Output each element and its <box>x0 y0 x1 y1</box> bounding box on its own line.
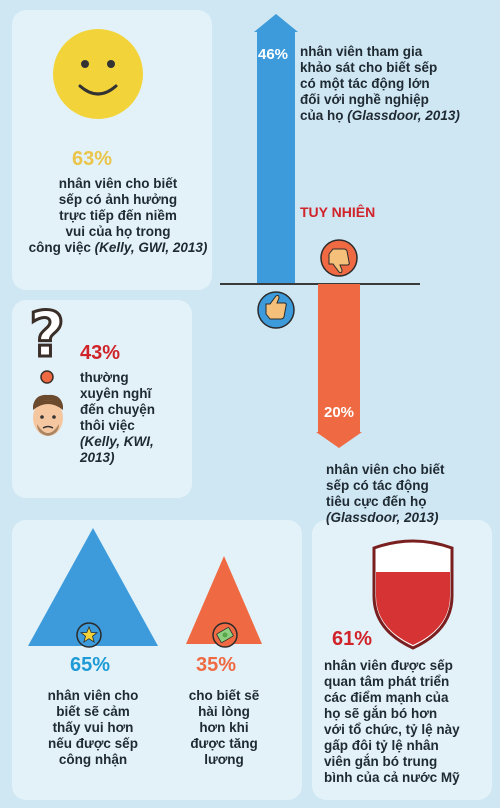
recognition-line: thấy vui hơn <box>52 720 134 735</box>
orange-triangle <box>186 556 262 644</box>
question-dot-icon <box>40 370 54 384</box>
impact-line: khảo sát cho biết sếp <box>300 60 438 75</box>
development-line: gấp đôi tỷ lệ nhân <box>324 738 439 753</box>
blue-arrow-bar <box>257 32 295 284</box>
blue-arrow-head <box>254 14 298 32</box>
negative-text: nhân viên cho biết sếp có tác động tiêu … <box>326 462 496 526</box>
money-icon <box>212 622 238 648</box>
development-line: bình của cả nước Mỹ <box>324 770 460 785</box>
impact-percent: 46% <box>258 46 289 63</box>
development-line: họ sẽ gắn bó hơn <box>324 706 438 721</box>
impact-line: đối với nghề nghiệp <box>300 92 429 107</box>
negative-percent: 20% <box>324 404 355 421</box>
bottom-left-panel <box>12 520 302 800</box>
development-line: các điểm mạnh của <box>324 690 449 705</box>
negative-source: (Glassdoor, 2013) <box>326 510 439 525</box>
development-line: quan tâm phát triển <box>324 674 450 689</box>
however-label: TUY NHIÊN <box>300 204 376 220</box>
raise-line: hài lòng <box>198 704 250 719</box>
raise-line: cho biết sẽ <box>188 688 260 703</box>
happy-source: (Kelly, GWI, 2013) <box>94 240 208 255</box>
negative-line: nhân viên cho biết <box>326 462 445 477</box>
quit-source-line: (Kelly, KWI, <box>80 434 154 449</box>
recognition-line: nhân viên cho <box>47 688 139 703</box>
impact-line: có một tác động lớn <box>300 76 430 91</box>
negative-line: tiêu cực đến họ <box>326 494 427 509</box>
smiley-face-icon <box>53 29 143 119</box>
happy-line: vui của họ trong <box>65 224 171 239</box>
raise-percent: 35% <box>196 654 237 676</box>
quit-line: thôi việc <box>80 418 135 433</box>
quit-line: đến chuyện <box>80 402 156 417</box>
happy-line: sếp có ảnh hưởng <box>58 192 178 207</box>
raise-line: lương <box>204 752 244 767</box>
thumbs-down-icon <box>320 239 358 277</box>
orange-arrow-head <box>316 432 362 448</box>
shield-icon <box>372 539 454 650</box>
quit-line: xuyên nghĩ <box>80 386 152 401</box>
impact-line: nhân viên tham gia <box>300 44 423 59</box>
happy-line: nhân viên cho biết <box>58 176 178 191</box>
blue-triangle <box>28 528 158 646</box>
quit-percent: 43% <box>80 342 121 364</box>
recognition-text: nhân viên cho biết sẽ cảm thấy vui hơn n… <box>28 688 158 768</box>
recognition-line: biết sẽ cảm <box>56 704 130 719</box>
raise-line: hơn khi <box>199 720 249 735</box>
quit-line: thường <box>80 370 129 385</box>
impact-source: (Glassdoor, 2013) <box>347 108 460 123</box>
orange-arrow-bar <box>318 284 360 432</box>
raise-line: được tăng <box>190 736 258 751</box>
happy-text: nhân viên cho biết sếp có ảnh hưởng trực… <box>28 176 208 256</box>
impact-text: nhân viên tham gia khảo sát cho biết sếp… <box>300 44 500 124</box>
happy-percent: 63% <box>72 148 113 170</box>
raise-text: cho biết sẽ hài lòng hơn khi được tăng l… <box>168 688 280 768</box>
recognition-percent: 65% <box>70 654 111 676</box>
development-line: nhân viên được sếp <box>324 658 453 673</box>
negative-line: sếp có tác động <box>326 478 429 493</box>
worried-man-icon <box>33 394 63 436</box>
quit-source-line: 2013) <box>80 450 115 465</box>
thumbs-up-icon <box>257 291 295 329</box>
question-mark-icon: ? <box>28 298 67 371</box>
happy-line: trực tiếp đến niềm <box>59 208 177 223</box>
development-text: nhân viên được sếp quan tâm phát triển c… <box>324 658 500 786</box>
development-line: với tổ chức, tỷ lệ này <box>324 722 460 737</box>
star-badge-icon <box>76 622 102 648</box>
recognition-line: nếu được sếp <box>48 736 138 751</box>
impact-line: của họ <box>300 108 344 123</box>
development-percent: 61% <box>332 628 373 650</box>
development-line: viên gắn bó trung <box>324 754 438 769</box>
recognition-line: công nhận <box>58 752 128 767</box>
quit-text: thường xuyên nghĩ đến chuyện thôi việc (… <box>80 370 190 466</box>
happy-line: công việc <box>28 240 91 255</box>
